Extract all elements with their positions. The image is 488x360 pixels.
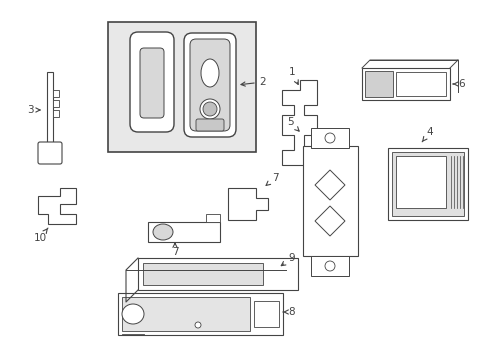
Bar — [53, 100, 59, 107]
Bar — [395, 156, 445, 208]
Circle shape — [325, 261, 334, 271]
Circle shape — [325, 133, 334, 143]
Bar — [53, 90, 59, 97]
Text: 4: 4 — [421, 127, 432, 142]
Bar — [395, 72, 445, 96]
Bar — [387, 148, 467, 220]
Bar — [303, 146, 357, 256]
Ellipse shape — [122, 304, 143, 324]
Text: 1: 1 — [288, 67, 298, 84]
Bar — [138, 258, 297, 290]
Polygon shape — [227, 188, 267, 220]
Bar — [122, 297, 249, 331]
Text: 7: 7 — [265, 173, 278, 185]
Text: 8: 8 — [283, 307, 295, 317]
Bar — [253, 301, 279, 327]
Bar — [148, 222, 220, 242]
Text: 9: 9 — [281, 253, 295, 266]
FancyBboxPatch shape — [190, 39, 229, 131]
Bar — [108, 22, 256, 152]
Bar — [364, 71, 392, 97]
Bar — [310, 128, 348, 148]
Circle shape — [195, 322, 201, 328]
Text: 10: 10 — [33, 228, 48, 243]
Text: 6: 6 — [452, 79, 465, 89]
Text: 3: 3 — [27, 105, 40, 115]
Text: 5: 5 — [286, 117, 299, 131]
Circle shape — [200, 99, 220, 119]
Text: 2: 2 — [241, 77, 266, 87]
Bar — [391, 152, 463, 216]
Text: 7: 7 — [171, 243, 178, 257]
Bar — [205, 214, 220, 222]
Polygon shape — [38, 188, 76, 224]
Bar — [118, 293, 283, 335]
FancyBboxPatch shape — [140, 48, 163, 118]
Bar — [361, 68, 449, 100]
FancyBboxPatch shape — [183, 33, 236, 137]
FancyBboxPatch shape — [38, 142, 62, 164]
Ellipse shape — [201, 59, 219, 87]
Ellipse shape — [153, 224, 173, 240]
Polygon shape — [282, 80, 316, 165]
Bar — [47, 72, 53, 144]
FancyBboxPatch shape — [196, 119, 224, 131]
Bar — [53, 110, 59, 117]
Circle shape — [203, 102, 217, 116]
FancyBboxPatch shape — [130, 32, 174, 132]
Bar — [142, 263, 263, 285]
Bar — [310, 256, 348, 276]
